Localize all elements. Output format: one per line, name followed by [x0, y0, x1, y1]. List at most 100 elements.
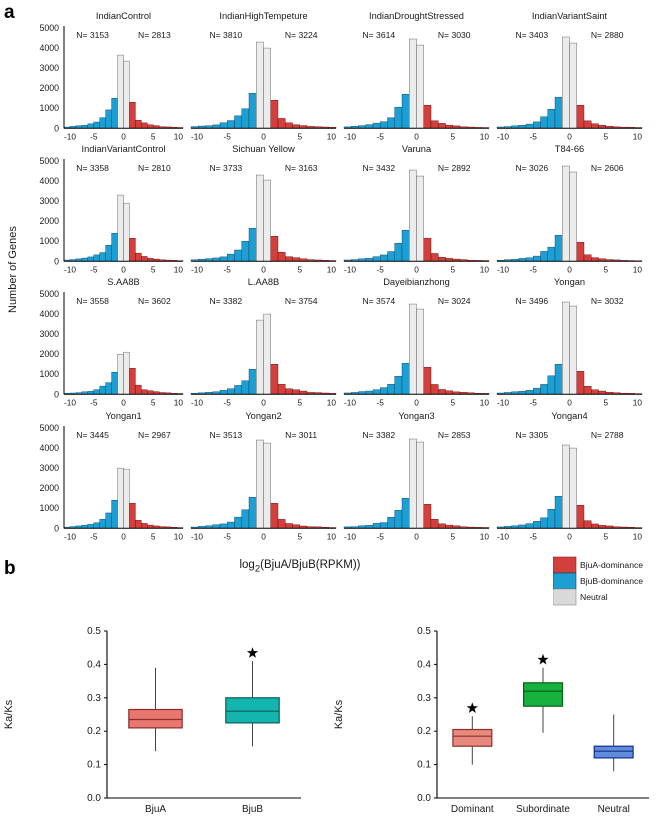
svg-text:1000: 1000 — [39, 103, 59, 113]
svg-text:10: 10 — [633, 531, 643, 541]
svg-text:2000: 2000 — [39, 483, 59, 493]
svg-text:0: 0 — [261, 531, 266, 541]
svg-text:0: 0 — [54, 123, 59, 133]
svg-text:-5: -5 — [224, 531, 232, 541]
svg-text:2000: 2000 — [39, 83, 59, 93]
svg-text:3000: 3000 — [39, 329, 59, 339]
svg-text:N= 2813: N= 2813 — [138, 30, 171, 40]
svg-text:-10: -10 — [497, 397, 509, 407]
svg-text:N= 3382: N= 3382 — [209, 296, 242, 306]
svg-text:0: 0 — [414, 264, 419, 274]
svg-text:-5: -5 — [90, 131, 98, 141]
svg-text:T84-66: T84-66 — [555, 144, 584, 154]
svg-text:IndianVariantControl: IndianVariantControl — [82, 144, 166, 154]
svg-text:-10: -10 — [191, 397, 203, 407]
svg-text:N= 3030: N= 3030 — [438, 30, 471, 40]
svg-text:10: 10 — [480, 397, 490, 407]
svg-text:-10: -10 — [64, 531, 76, 541]
svg-text:-10: -10 — [191, 131, 203, 141]
svg-text:N= 3224: N= 3224 — [285, 30, 318, 40]
svg-text:-5: -5 — [224, 131, 232, 141]
svg-text:N= 3153: N= 3153 — [76, 30, 109, 40]
svg-text:5: 5 — [603, 131, 608, 141]
svg-text:BjuB: BjuB — [242, 804, 263, 815]
svg-text:0: 0 — [414, 531, 419, 541]
svg-text:N= 3754: N= 3754 — [285, 296, 318, 306]
svg-text:0: 0 — [121, 131, 126, 141]
svg-text:Varuna: Varuna — [402, 144, 432, 154]
svg-text:-10: -10 — [344, 131, 356, 141]
svg-text:10: 10 — [480, 131, 490, 141]
svg-text:N= 2853: N= 2853 — [438, 429, 471, 439]
svg-text:N= 3614: N= 3614 — [362, 30, 395, 40]
svg-text:N= 3305: N= 3305 — [515, 429, 548, 439]
svg-text:0.2: 0.2 — [417, 726, 431, 737]
svg-text:Dayeibianzhong: Dayeibianzhong — [383, 277, 450, 287]
svg-text:N= 3024: N= 3024 — [438, 296, 471, 306]
svg-text:-10: -10 — [64, 131, 76, 141]
svg-text:2000: 2000 — [39, 216, 59, 226]
svg-text:10: 10 — [174, 397, 184, 407]
svg-text:N= 3574: N= 3574 — [362, 296, 395, 306]
svg-text:0: 0 — [567, 531, 572, 541]
svg-text:Ka/Ks: Ka/Ks — [333, 699, 345, 729]
svg-text:N= 2810: N= 2810 — [138, 163, 171, 173]
svg-text:-10: -10 — [64, 264, 76, 274]
svg-text:0: 0 — [261, 264, 266, 274]
svg-text:IndianHighTempeture: IndianHighTempeture — [219, 11, 307, 21]
svg-text:-5: -5 — [377, 531, 385, 541]
svg-text:Yongan4: Yongan4 — [551, 410, 587, 420]
svg-text:-10: -10 — [191, 264, 203, 274]
svg-text:-5: -5 — [377, 264, 385, 274]
svg-text:-10: -10 — [497, 131, 509, 141]
svg-text:Dominant: Dominant — [451, 804, 494, 815]
svg-text:10: 10 — [633, 397, 643, 407]
svg-text:N= 3032: N= 3032 — [591, 296, 624, 306]
svg-text:N= 2606: N= 2606 — [591, 163, 624, 173]
svg-text:5: 5 — [151, 397, 156, 407]
svg-text:0: 0 — [567, 131, 572, 141]
svg-text:5: 5 — [297, 131, 302, 141]
svg-text:5: 5 — [151, 264, 156, 274]
svg-text:0.5: 0.5 — [87, 626, 101, 637]
svg-text:0: 0 — [54, 389, 59, 399]
svg-text:0.3: 0.3 — [417, 693, 431, 704]
svg-text:N= 2788: N= 2788 — [591, 429, 624, 439]
svg-text:5000: 5000 — [39, 156, 59, 166]
svg-text:0.2: 0.2 — [87, 726, 101, 737]
svg-text:5: 5 — [603, 397, 608, 407]
svg-text:10: 10 — [327, 531, 337, 541]
svg-text:N= 3496: N= 3496 — [515, 296, 548, 306]
svg-text:IndianControl: IndianControl — [96, 11, 151, 21]
svg-text:0.1: 0.1 — [87, 760, 101, 771]
svg-text:-5: -5 — [224, 264, 232, 274]
svg-text:-5: -5 — [224, 397, 232, 407]
svg-text:Yongan: Yongan — [554, 277, 585, 287]
svg-text:5: 5 — [603, 264, 608, 274]
svg-text:5000: 5000 — [39, 289, 59, 299]
svg-text:N= 3358: N= 3358 — [76, 163, 109, 173]
svg-text:N= 3602: N= 3602 — [138, 296, 171, 306]
svg-text:Sichuan Yellow: Sichuan Yellow — [232, 144, 295, 154]
svg-text:5: 5 — [151, 531, 156, 541]
svg-text:5: 5 — [450, 397, 455, 407]
svg-text:N= 3163: N= 3163 — [285, 163, 318, 173]
svg-text:4000: 4000 — [39, 176, 59, 186]
svg-text:0.3: 0.3 — [87, 693, 101, 704]
svg-text:0: 0 — [121, 264, 126, 274]
svg-text:-10: -10 — [344, 264, 356, 274]
svg-text:10: 10 — [327, 264, 337, 274]
svg-text:-5: -5 — [377, 131, 385, 141]
svg-text:BjuA: BjuA — [145, 804, 166, 815]
svg-text:Neutral: Neutral — [598, 804, 630, 815]
svg-text:Yongan3: Yongan3 — [398, 410, 434, 420]
svg-text:5: 5 — [450, 131, 455, 141]
svg-text:0.5: 0.5 — [417, 626, 431, 637]
svg-text:10: 10 — [174, 264, 184, 274]
svg-text:-10: -10 — [344, 397, 356, 407]
svg-text:3000: 3000 — [39, 463, 59, 473]
svg-text:N= 3382: N= 3382 — [362, 429, 395, 439]
svg-text:-5: -5 — [530, 264, 538, 274]
svg-text:0: 0 — [261, 131, 266, 141]
svg-text:5: 5 — [297, 264, 302, 274]
